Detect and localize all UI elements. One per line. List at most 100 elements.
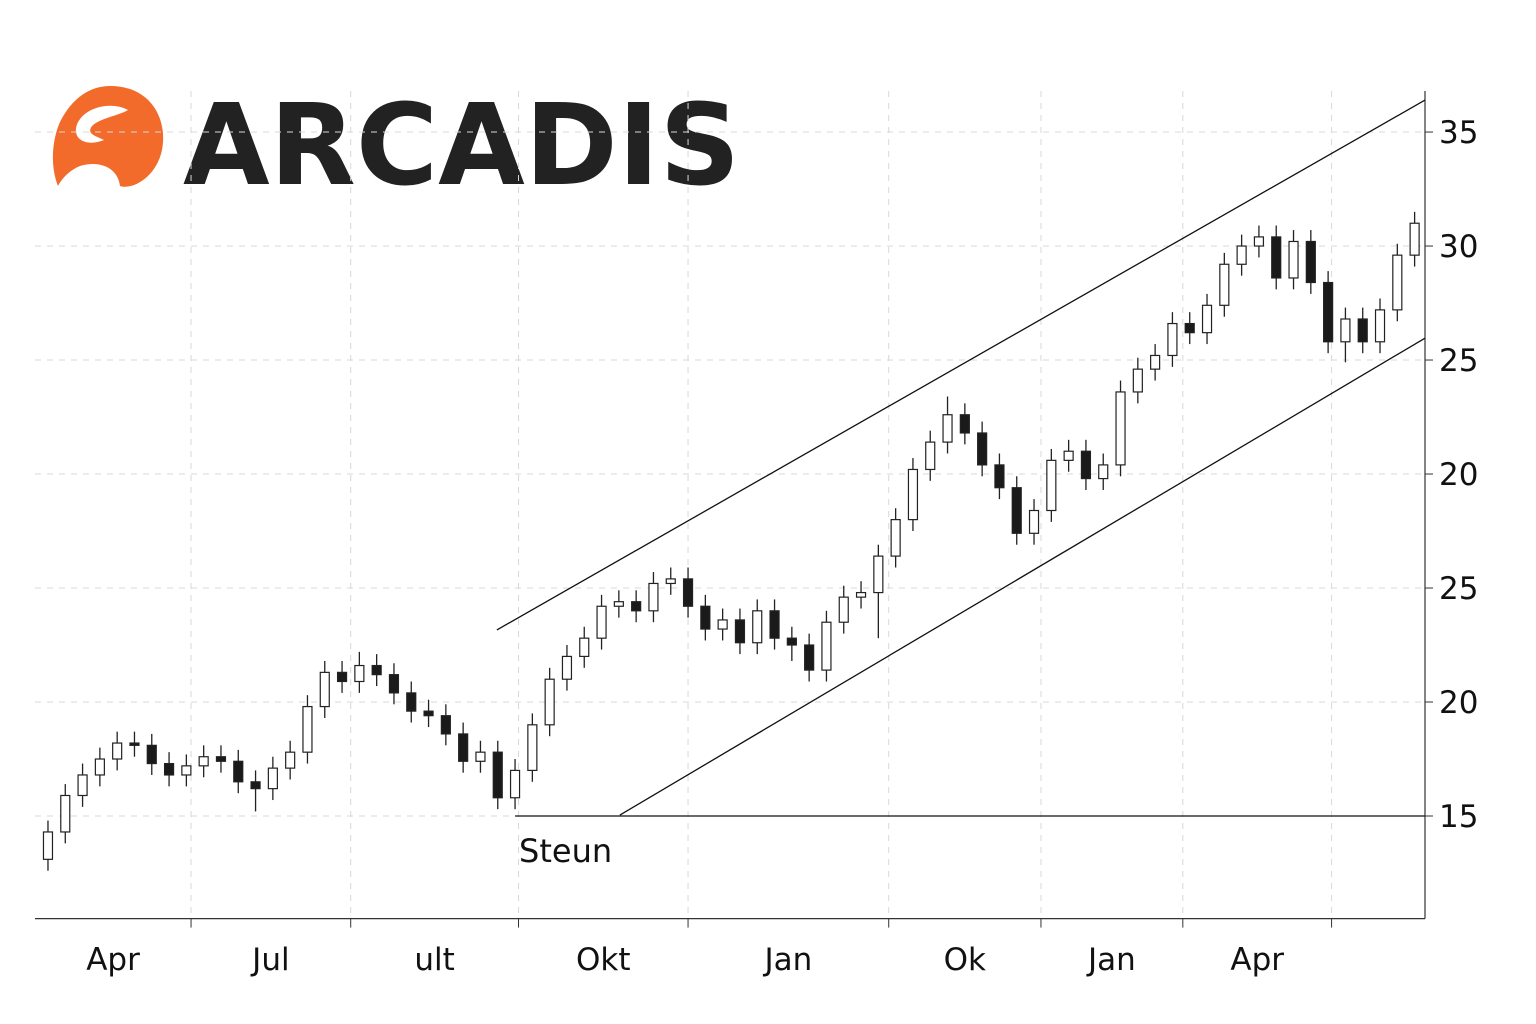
candle-body [1011, 487, 1022, 534]
candle-body [336, 671, 348, 683]
candle-body [890, 519, 901, 557]
candle-body [1392, 254, 1403, 311]
candle-body [613, 601, 624, 607]
candle-body [544, 678, 555, 726]
candle-body [1150, 354, 1161, 370]
candle-body [1167, 322, 1178, 357]
candle-body [1184, 322, 1195, 334]
candle-body [1236, 245, 1247, 265]
x-tick-label: Apr [1230, 942, 1284, 978]
candle-body [1219, 263, 1230, 306]
candle-body [804, 644, 815, 671]
candle-body [475, 751, 486, 762]
y-tick-label: 35 [1439, 115, 1478, 151]
candle-body [1028, 509, 1040, 534]
candle-body [1357, 318, 1368, 343]
candle-body [302, 705, 313, 753]
candle-body [1046, 459, 1057, 512]
y-tick-label: 25 [1439, 571, 1478, 607]
y-tick-label: 30 [1439, 229, 1478, 265]
x-tick-label: Ok [944, 942, 986, 978]
candle-body [94, 758, 105, 776]
candle-body [319, 671, 330, 708]
logo: ARCADIS [52, 81, 740, 211]
candle-body [734, 619, 746, 644]
candle-body [285, 751, 296, 769]
candle-body [371, 664, 382, 676]
logo-text: ARCADIS [183, 81, 740, 211]
candle-body [1340, 318, 1351, 343]
candle-body [648, 582, 659, 612]
candle-body [509, 769, 521, 799]
candle-body [527, 724, 538, 772]
candle-body [1323, 281, 1334, 343]
candle-body [42, 831, 54, 860]
candle-body [561, 655, 573, 680]
candle-body [959, 414, 970, 434]
y-tick-label: 15 [1439, 799, 1478, 835]
candle-body [233, 760, 244, 783]
candle-body [215, 756, 227, 762]
x-tick-label: Okt [576, 942, 631, 978]
candle-body [60, 794, 71, 833]
candle-body [1098, 464, 1109, 480]
candle-body [1201, 304, 1213, 334]
candle-body [181, 765, 192, 776]
candle-body [786, 637, 797, 646]
candle-body [873, 555, 884, 594]
candle-body [942, 414, 953, 443]
candle-body [440, 715, 451, 735]
logo-swirl [75, 105, 128, 143]
candle-body [1374, 309, 1386, 343]
candle-body [77, 774, 88, 797]
candle-body [406, 692, 417, 712]
candle-body [907, 468, 919, 521]
annotation: Steun [519, 832, 612, 870]
x-tick-label: ult [414, 942, 454, 978]
logo-icon [52, 86, 164, 187]
candle-body [267, 767, 278, 790]
candle-body [1253, 236, 1265, 247]
candle-body [717, 619, 728, 630]
candle-body [423, 710, 434, 717]
candle-body [994, 464, 1005, 489]
candle-body [838, 596, 849, 623]
candle-body [769, 610, 780, 639]
candle-body [1063, 450, 1074, 461]
candle-body [1288, 240, 1299, 279]
candle-body [579, 637, 590, 658]
candle-body [596, 605, 607, 639]
candle-body [821, 621, 832, 671]
candle-body [388, 674, 400, 694]
candle-body [1132, 368, 1143, 393]
x-tick-label: Jan [762, 942, 812, 978]
candle-body [458, 733, 469, 762]
candle-body [163, 762, 175, 776]
candle-body [752, 610, 763, 644]
candle-body [354, 664, 365, 683]
candle-body [112, 742, 123, 760]
candle-body [665, 578, 676, 585]
candle-body [925, 441, 936, 471]
y-tick-label: 25 [1439, 343, 1478, 379]
candle-body [682, 578, 694, 607]
candle-body [855, 591, 867, 598]
trend-line [496, 99, 1426, 631]
candle-body [1409, 222, 1420, 256]
candle-body [250, 781, 261, 790]
y-tick-label: 20 [1439, 685, 1478, 721]
candle-body [1271, 236, 1282, 279]
candle-body [700, 605, 711, 630]
candle-body [1080, 450, 1092, 480]
candle-body [977, 432, 988, 466]
candle-body [631, 601, 642, 612]
candle-body [492, 751, 503, 799]
candle-body [1305, 240, 1316, 284]
y-tick-label: 20 [1439, 457, 1478, 493]
candle-body [1115, 391, 1126, 466]
candle-body [146, 744, 157, 765]
x-tick-label: Apr [86, 942, 140, 978]
trend-line [619, 337, 1426, 816]
candle-body [129, 742, 140, 746]
